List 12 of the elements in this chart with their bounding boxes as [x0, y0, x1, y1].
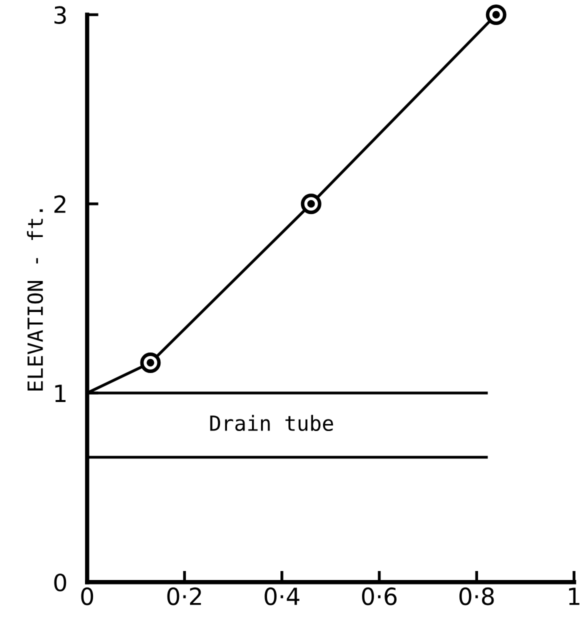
annotation: Drain tube	[210, 414, 334, 432]
x-tick-label: 0·8	[459, 587, 494, 606]
x-tick-label: 1	[569, 588, 580, 605]
y-axis-title: ELEVATION - ft.	[26, 209, 44, 390]
x-tick-label: 0	[81, 587, 94, 606]
x-tick-label: 0·2	[167, 587, 201, 606]
y-tick-label: 0	[54, 574, 66, 592]
x-tick-label: 0·6	[362, 587, 397, 606]
x-tick-label: 0·4	[264, 587, 300, 606]
y-tick-label: 1	[55, 384, 66, 402]
y-tick-label: 2	[54, 195, 66, 213]
y-tick-label: 3	[54, 6, 66, 24]
